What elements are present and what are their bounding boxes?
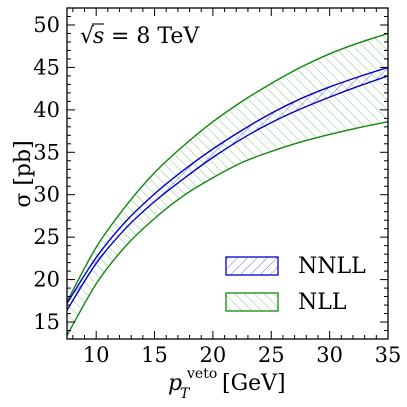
x-tick-label: 10 xyxy=(83,343,110,367)
y-tick-label: 15 xyxy=(33,310,60,334)
x-tick-label: 25 xyxy=(258,343,285,367)
y-tick-label: 35 xyxy=(33,140,60,164)
y-axis-label: σ [pb] xyxy=(11,140,36,207)
x-tick-label: 35 xyxy=(375,343,402,367)
legend: NNLL NLL xyxy=(225,254,366,315)
bands-layer xyxy=(67,32,388,336)
y-tick-label: 40 xyxy=(33,98,60,122)
band-upper-nll xyxy=(67,32,388,302)
x-tick-label: 20 xyxy=(200,343,227,367)
y-tick-label: 20 xyxy=(33,268,60,292)
band-upper-nnll xyxy=(67,66,388,304)
tick-labels-layer: 10 15 20 25 30 35 15 20 25 30 35 40 45 50 xyxy=(33,13,401,367)
tick-marks-layer xyxy=(67,7,389,340)
legend-item-nll: NLL xyxy=(225,290,347,315)
x-tick-label: 15 xyxy=(141,343,168,367)
y-tick-label: 50 xyxy=(33,13,60,37)
sqrt-variable: s xyxy=(93,24,104,49)
band-lower-nnll xyxy=(67,75,388,311)
legend-label-nnll: NNLL xyxy=(298,254,366,279)
x-axis-label-unit: [GeV] xyxy=(215,371,286,396)
y-tick-label: 45 xyxy=(33,55,60,79)
y-tick-label: 25 xyxy=(33,225,60,249)
legend-swatch-nnll xyxy=(225,256,279,276)
band-fill-nll xyxy=(67,33,388,336)
x-axis-label-subscript: T xyxy=(180,386,191,402)
x-axis-label: p T veto [GeV] xyxy=(168,366,286,402)
sqrt-symbol: √ xyxy=(80,24,95,49)
x-axis-label-superscript: veto xyxy=(186,366,217,382)
y-tick-label: 30 xyxy=(33,183,60,207)
x-tick-label: 30 xyxy=(316,343,343,367)
energy-value: = 8 TeV xyxy=(104,24,200,49)
energy-annotation: √ s = 8 TeV xyxy=(80,23,200,49)
plot-frame xyxy=(66,7,389,340)
legend-swatch-nll xyxy=(225,292,279,312)
legend-label-nll: NLL xyxy=(298,290,347,315)
legend-item-nnll: NNLL xyxy=(225,254,366,279)
x-axis-label-main: p xyxy=(168,371,182,396)
band-lower-nll xyxy=(67,121,388,336)
